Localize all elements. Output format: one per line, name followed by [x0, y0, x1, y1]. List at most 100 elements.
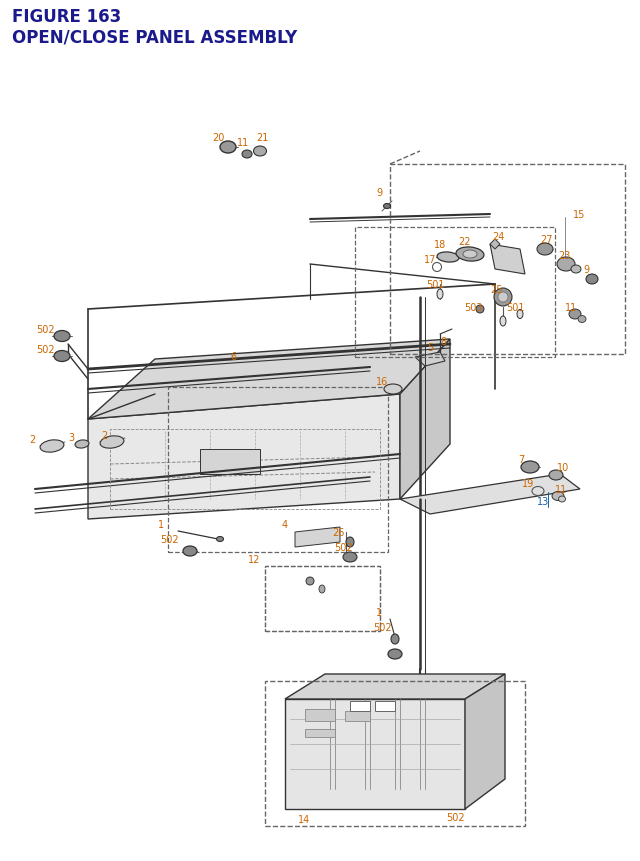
Text: 4: 4 [282, 519, 288, 530]
Bar [168, 387, 388, 553]
Text: 11: 11 [237, 138, 249, 148]
Polygon shape [295, 528, 340, 548]
Text: 502: 502 [373, 623, 392, 632]
Text: 502: 502 [36, 325, 54, 335]
Ellipse shape [54, 351, 70, 362]
Text: 10: 10 [557, 462, 569, 473]
Ellipse shape [216, 537, 223, 542]
Text: 17: 17 [424, 255, 436, 264]
Polygon shape [490, 239, 500, 250]
Text: 501: 501 [426, 280, 445, 289]
Polygon shape [490, 245, 525, 275]
Text: 1: 1 [158, 519, 164, 530]
Ellipse shape [100, 437, 124, 449]
Text: 3: 3 [68, 432, 74, 443]
Polygon shape [285, 699, 465, 809]
Bar [375, 701, 395, 711]
Ellipse shape [346, 537, 354, 548]
Ellipse shape [437, 289, 443, 300]
Ellipse shape [242, 151, 252, 158]
Text: 27: 27 [540, 235, 552, 245]
Bar [265, 681, 525, 826]
Bar [265, 567, 380, 631]
Text: 15: 15 [573, 210, 586, 220]
Bar [110, 430, 380, 510]
Ellipse shape [494, 288, 512, 307]
Ellipse shape [40, 440, 64, 453]
Ellipse shape [498, 293, 508, 303]
Bar [345, 711, 370, 722]
Text: FIGURE 163: FIGURE 163 [12, 8, 121, 26]
Ellipse shape [456, 248, 484, 262]
Ellipse shape [183, 547, 197, 556]
Text: 19: 19 [522, 479, 534, 488]
Text: 2: 2 [29, 435, 35, 444]
Text: 6: 6 [230, 351, 236, 362]
Ellipse shape [500, 317, 506, 326]
Text: 22: 22 [458, 237, 470, 247]
Ellipse shape [559, 497, 566, 503]
Text: 13: 13 [537, 497, 549, 506]
Bar [390, 164, 625, 355]
Text: 501: 501 [506, 303, 525, 313]
Bar [350, 701, 370, 711]
Ellipse shape [388, 649, 402, 660]
Text: 21: 21 [256, 133, 268, 143]
Ellipse shape [557, 257, 575, 272]
Text: 24: 24 [492, 232, 504, 242]
Ellipse shape [578, 316, 586, 323]
Bar [305, 729, 335, 737]
Ellipse shape [552, 492, 564, 501]
Text: 11: 11 [555, 485, 567, 494]
Text: 14: 14 [298, 814, 310, 824]
Text: 2: 2 [101, 430, 108, 441]
Ellipse shape [343, 553, 357, 562]
Bar [200, 449, 260, 474]
Polygon shape [88, 394, 400, 519]
Ellipse shape [220, 142, 236, 154]
Ellipse shape [586, 275, 598, 285]
Polygon shape [88, 339, 450, 419]
Text: 502: 502 [36, 344, 54, 355]
Ellipse shape [476, 306, 484, 313]
Text: 503: 503 [464, 303, 483, 313]
Text: 20: 20 [212, 133, 225, 143]
Ellipse shape [463, 251, 477, 258]
Ellipse shape [384, 385, 402, 394]
Ellipse shape [75, 441, 89, 449]
Ellipse shape [437, 252, 459, 263]
Text: 1: 1 [376, 607, 382, 617]
Polygon shape [285, 674, 505, 699]
Ellipse shape [521, 461, 539, 474]
Polygon shape [415, 353, 445, 367]
Text: 502: 502 [446, 812, 465, 822]
Bar [355, 228, 555, 357]
Text: 26: 26 [332, 528, 344, 537]
Text: 18: 18 [434, 239, 446, 250]
Text: 9: 9 [583, 264, 589, 275]
Ellipse shape [391, 635, 399, 644]
Text: 7: 7 [518, 455, 524, 464]
Polygon shape [400, 339, 450, 499]
Text: 16: 16 [376, 376, 388, 387]
Ellipse shape [306, 578, 314, 585]
Text: 11: 11 [565, 303, 577, 313]
Text: 12: 12 [248, 554, 260, 564]
Ellipse shape [569, 310, 581, 319]
Ellipse shape [549, 470, 563, 480]
Ellipse shape [537, 244, 553, 256]
Text: 23: 23 [558, 251, 570, 261]
Bar [305, 709, 335, 722]
Ellipse shape [54, 331, 70, 342]
Ellipse shape [253, 147, 266, 157]
Text: OPEN/CLOSE PANEL ASSEMBLY: OPEN/CLOSE PANEL ASSEMBLY [12, 28, 297, 46]
Bar [265, 567, 380, 631]
Text: 8: 8 [440, 337, 446, 347]
Ellipse shape [571, 266, 581, 274]
Polygon shape [465, 674, 505, 809]
Polygon shape [400, 474, 580, 514]
Ellipse shape [319, 585, 325, 593]
Text: 502: 502 [334, 542, 353, 553]
Text: 502: 502 [160, 535, 179, 544]
Text: 25: 25 [490, 285, 502, 294]
